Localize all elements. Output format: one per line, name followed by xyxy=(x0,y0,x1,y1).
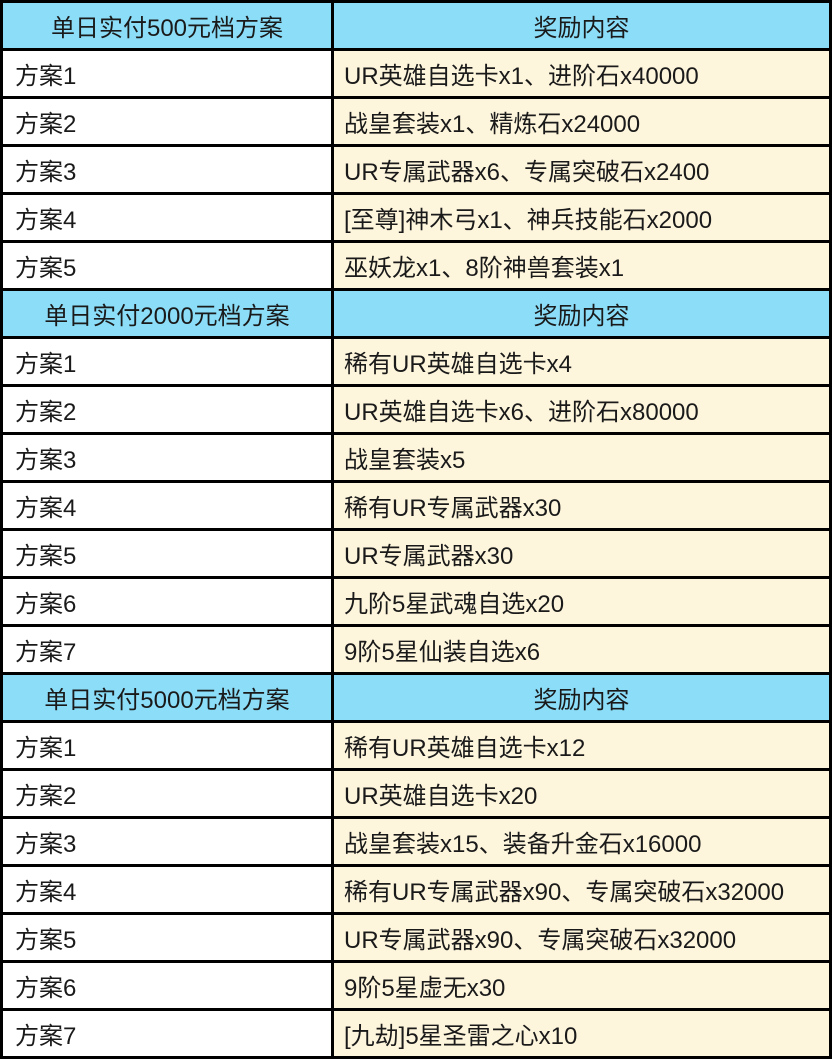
section-tier-header: 单日实付500元档方案 xyxy=(0,0,334,51)
reward-column-header: 奖励内容 xyxy=(331,672,832,723)
plan-cell: 方案3 xyxy=(0,144,334,195)
section-header-row: 单日实付5000元档方案 奖励内容 xyxy=(0,672,832,723)
plan-cell: 方案4 xyxy=(0,192,334,243)
plan-cell: 方案5 xyxy=(0,240,334,291)
plan-cell: 方案3 xyxy=(0,816,334,867)
table-row: 方案4 [至尊]神木弓x1、神兵技能石x2000 xyxy=(0,192,832,243)
reward-cell: 九阶5星武魂自选x20 xyxy=(331,576,832,627)
plan-cell: 方案1 xyxy=(0,48,334,99)
table-row: 方案7 [九劫]5星圣雷之心x10 xyxy=(0,1008,832,1059)
reward-column-header: 奖励内容 xyxy=(331,0,832,51)
reward-cell: [九劫]5星圣雷之心x10 xyxy=(331,1008,832,1059)
plan-cell: 方案5 xyxy=(0,912,334,963)
table-row: 方案1 稀有UR英雄自选卡x4 xyxy=(0,336,832,387)
table-row: 方案3 战皇套装x5 xyxy=(0,432,832,483)
reward-cell: UR英雄自选卡x20 xyxy=(331,768,832,819)
plan-cell: 方案1 xyxy=(0,336,334,387)
reward-cell: 9阶5星仙装自选x6 xyxy=(331,624,832,675)
table-row: 方案4 稀有UR专属武器x30 xyxy=(0,480,832,531)
reward-cell: UR英雄自选卡x1、进阶石x40000 xyxy=(331,48,832,99)
table-row: 方案5 UR专属武器x30 xyxy=(0,528,832,579)
table-row: 方案4 稀有UR专属武器x90、专属突破石x32000 xyxy=(0,864,832,915)
plan-cell: 方案5 xyxy=(0,528,334,579)
plan-cell: 方案4 xyxy=(0,480,334,531)
reward-cell: UR专属武器x6、专属突破石x2400 xyxy=(331,144,832,195)
reward-cell: 稀有UR英雄自选卡x4 xyxy=(331,336,832,387)
table-row: 方案6 9阶5星虚无x30 xyxy=(0,960,832,1011)
section-tier-header: 单日实付2000元档方案 xyxy=(0,288,334,339)
plan-cell: 方案4 xyxy=(0,864,334,915)
reward-cell: UR英雄自选卡x6、进阶石x80000 xyxy=(331,384,832,435)
reward-cell: [至尊]神木弓x1、神兵技能石x2000 xyxy=(331,192,832,243)
table-row: 方案6 九阶5星武魂自选x20 xyxy=(0,576,832,627)
reward-cell: 9阶5星虚无x30 xyxy=(331,960,832,1011)
table-row: 方案1 UR英雄自选卡x1、进阶石x40000 xyxy=(0,48,832,99)
plan-cell: 方案7 xyxy=(0,1008,334,1059)
plan-cell: 方案6 xyxy=(0,960,334,1011)
plan-cell: 方案2 xyxy=(0,384,334,435)
table-row: 方案3 战皇套装x15、装备升金石x16000 xyxy=(0,816,832,867)
reward-cell: 战皇套装x1、精炼石x24000 xyxy=(331,96,832,147)
table-row: 方案5 UR专属武器x90、专属突破石x32000 xyxy=(0,912,832,963)
table-row: 方案1 稀有UR英雄自选卡x12 xyxy=(0,720,832,771)
reward-cell: 稀有UR专属武器x90、专属突破石x32000 xyxy=(331,864,832,915)
reward-cell: 稀有UR专属武器x30 xyxy=(331,480,832,531)
table-row: 方案2 UR英雄自选卡x6、进阶石x80000 xyxy=(0,384,832,435)
table-row: 方案3 UR专属武器x6、专属突破石x2400 xyxy=(0,144,832,195)
plan-cell: 方案7 xyxy=(0,624,334,675)
reward-cell: 战皇套装x5 xyxy=(331,432,832,483)
section-header-row: 单日实付500元档方案 奖励内容 xyxy=(0,0,832,51)
table-row: 方案7 9阶5星仙装自选x6 xyxy=(0,624,832,675)
plan-cell: 方案6 xyxy=(0,576,334,627)
section-header-row: 单日实付2000元档方案 奖励内容 xyxy=(0,288,832,339)
table-row: 方案2 战皇套装x1、精炼石x24000 xyxy=(0,96,832,147)
table-row: 方案5 巫妖龙x1、8阶神兽套装x1 xyxy=(0,240,832,291)
plan-cell: 方案3 xyxy=(0,432,334,483)
table-row: 方案2 UR英雄自选卡x20 xyxy=(0,768,832,819)
plan-cell: 方案1 xyxy=(0,720,334,771)
plan-cell: 方案2 xyxy=(0,96,334,147)
reward-cell: UR专属武器x90、专属突破石x32000 xyxy=(331,912,832,963)
reward-cell: 战皇套装x15、装备升金石x16000 xyxy=(331,816,832,867)
plan-cell: 方案2 xyxy=(0,768,334,819)
reward-cell: 巫妖龙x1、8阶神兽套装x1 xyxy=(331,240,832,291)
reward-cell: UR专属武器x30 xyxy=(331,528,832,579)
reward-column-header: 奖励内容 xyxy=(331,288,832,339)
reward-cell: 稀有UR英雄自选卡x12 xyxy=(331,720,832,771)
section-tier-header: 单日实付5000元档方案 xyxy=(0,672,334,723)
